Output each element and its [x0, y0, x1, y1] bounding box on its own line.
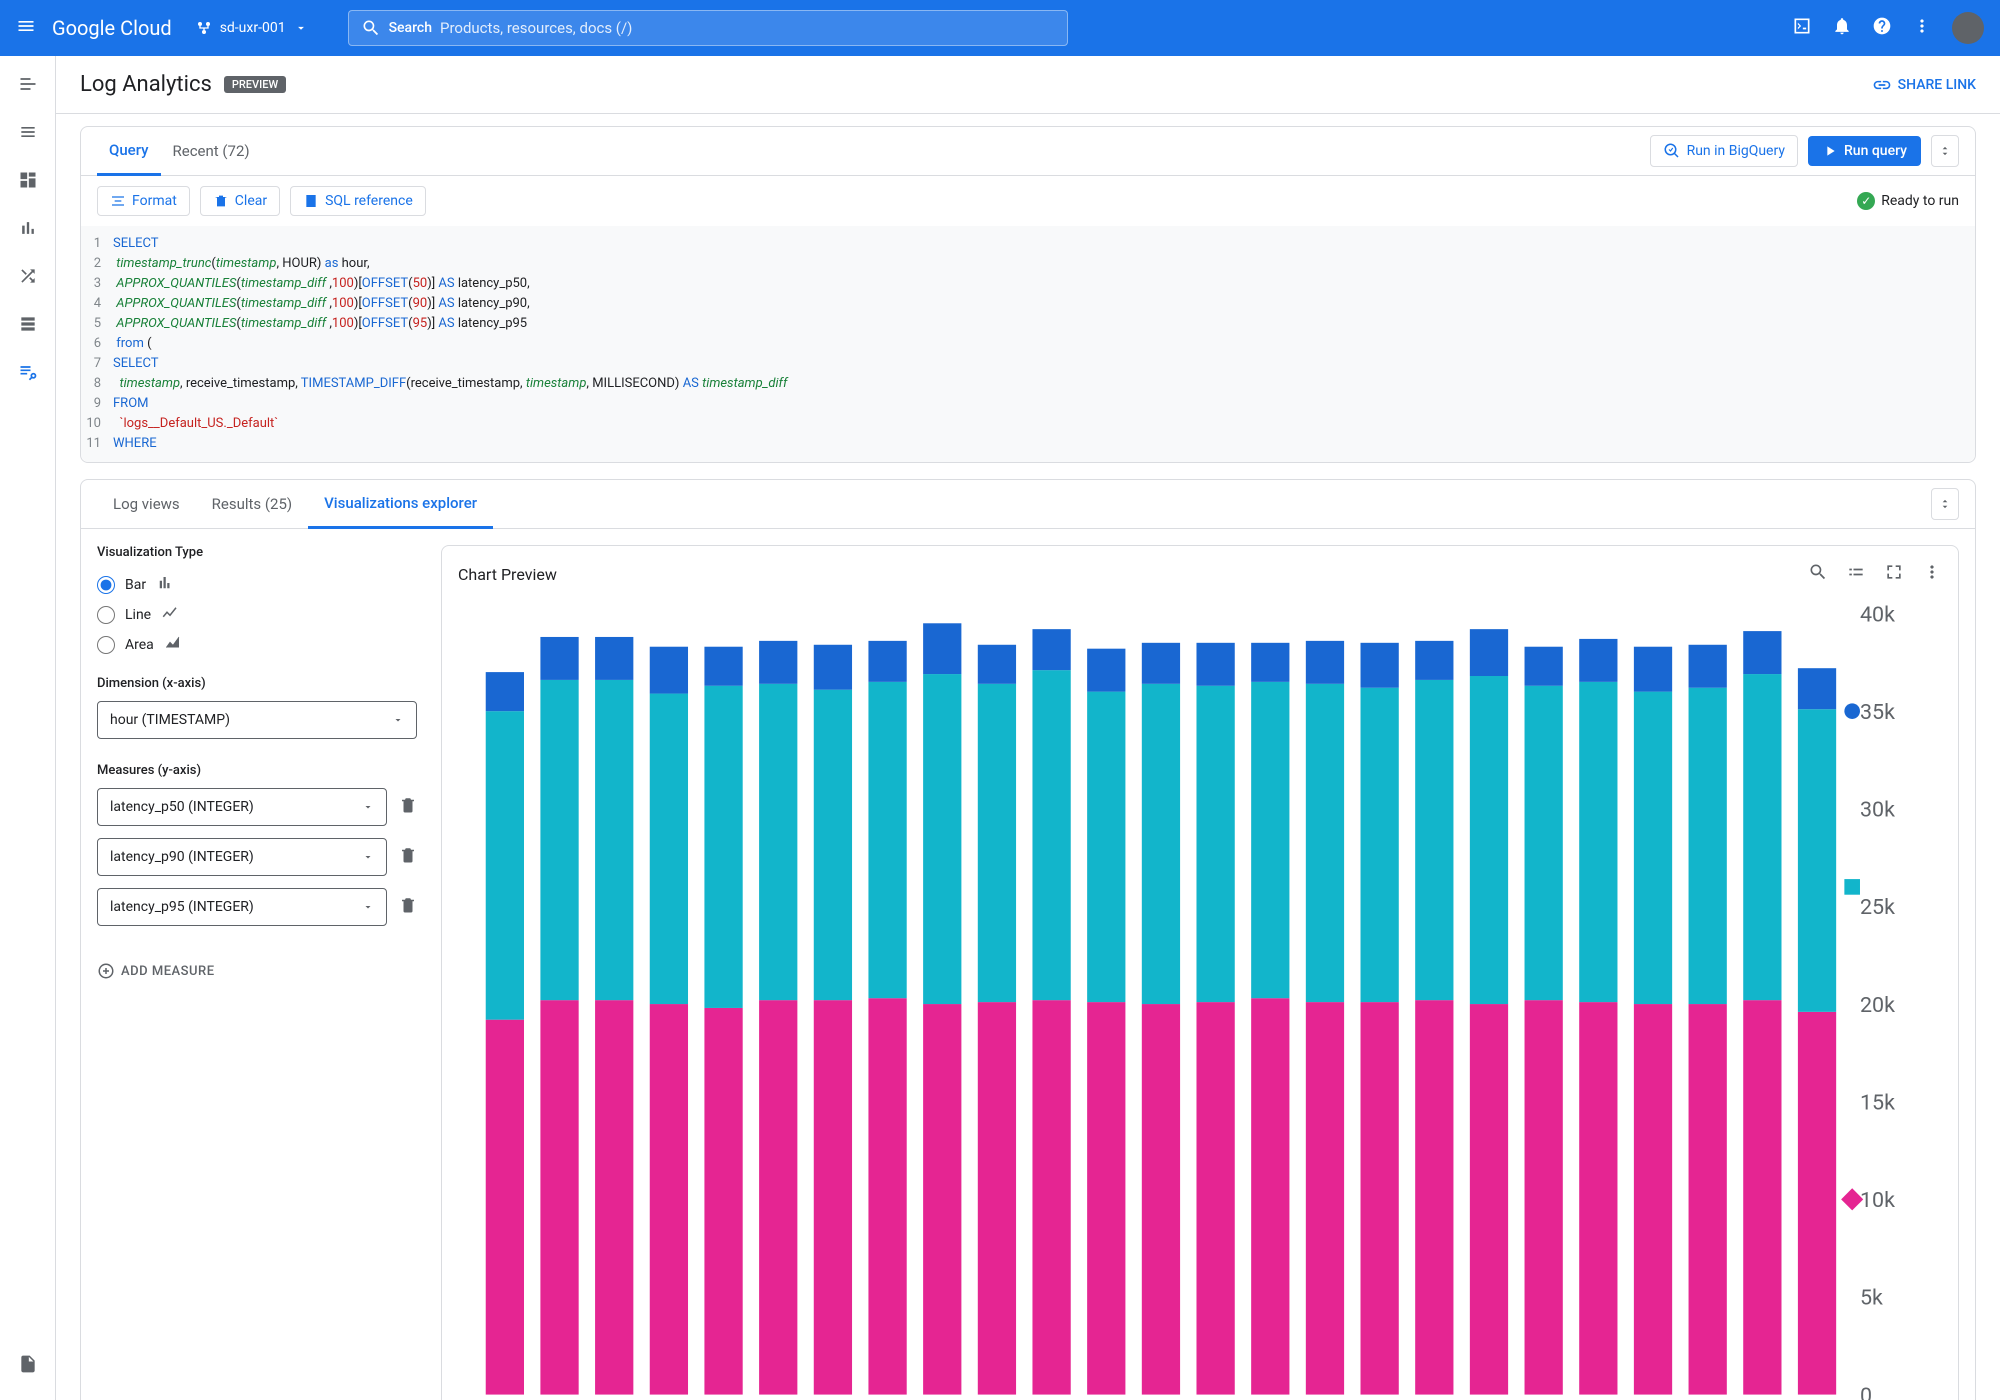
- chevron-down-icon: [392, 714, 404, 726]
- measure-select-2[interactable]: latency_p95 (INTEGER): [97, 888, 387, 926]
- svg-text:40k: 40k: [1860, 602, 1895, 627]
- editor-line[interactable]: 5 APPROX_QUANTILES(timestamp_diff ,100)[…: [81, 314, 1975, 334]
- line-chart-icon: [161, 604, 179, 626]
- play-icon: [1822, 143, 1838, 159]
- editor-line[interactable]: 6 from (: [81, 334, 1975, 354]
- chart-legend-icon[interactable]: [1846, 562, 1866, 586]
- svg-text:30k: 30k: [1860, 798, 1895, 823]
- format-icon: [110, 193, 126, 209]
- logo: Google Cloud: [52, 16, 172, 40]
- run-bigquery-button[interactable]: Run in BigQuery: [1650, 135, 1798, 167]
- trash-icon: [213, 193, 229, 209]
- editor-line[interactable]: 7SELECT: [81, 354, 1975, 374]
- svg-text:15k: 15k: [1860, 1090, 1895, 1115]
- expand-query-button[interactable]: [1931, 135, 1959, 167]
- sidebar-pin-icon[interactable]: [16, 1352, 40, 1376]
- search-icon: [361, 18, 381, 38]
- left-sidebar: [0, 56, 56, 1400]
- chart-fullscreen-icon[interactable]: [1884, 562, 1904, 586]
- svg-text:35k: 35k: [1860, 700, 1895, 725]
- dimension-label: Dimension (x-axis): [97, 676, 417, 691]
- query-panel: Query Recent (72) Run in BigQuery Run qu…: [80, 126, 1976, 463]
- page-header: Log Analytics PREVIEW SHARE LINK: [56, 56, 2000, 114]
- search-input[interactable]: [440, 19, 1055, 37]
- sidebar-router-icon[interactable]: [16, 264, 40, 288]
- avatar[interactable]: [1952, 12, 1984, 44]
- chart-canvas: 05k10k15k20k25k30k35k40kUTC-42:00 PM4:00…: [458, 594, 1942, 1400]
- menu-icon[interactable]: [16, 16, 36, 40]
- dimension-select[interactable]: hour (TIMESTAMP): [97, 701, 417, 739]
- cloud-shell-icon[interactable]: [1792, 16, 1812, 40]
- link-icon: [1872, 75, 1892, 95]
- chart-preview-panel: Chart Preview 05k10k15k20k25k30k35k40kUT…: [441, 545, 1959, 1400]
- sidebar-storage-icon[interactable]: [16, 312, 40, 336]
- search-box[interactable]: Search: [348, 10, 1068, 46]
- editor-line[interactable]: 9FROM: [81, 394, 1975, 414]
- tab-recent[interactable]: Recent (72): [161, 128, 262, 174]
- page-title: Log Analytics: [80, 72, 212, 97]
- add-circle-icon: [97, 962, 115, 980]
- editor-line[interactable]: 4 APPROX_QUANTILES(timestamp_diff ,100)[…: [81, 294, 1975, 314]
- run-query-button[interactable]: Run query: [1808, 136, 1921, 166]
- bigquery-icon: [1663, 142, 1681, 160]
- query-status: Ready to run: [1857, 192, 1959, 210]
- measures-label: Measures (y-axis): [97, 763, 417, 778]
- viz-type-bar[interactable]: Bar: [97, 570, 417, 600]
- notifications-icon[interactable]: [1832, 16, 1852, 40]
- more-icon[interactable]: [1912, 16, 1932, 40]
- delete-measure-icon[interactable]: [399, 846, 417, 868]
- viz-type-line[interactable]: Line: [97, 600, 417, 630]
- sidebar-item-1-icon[interactable]: [16, 120, 40, 144]
- tab-visualizations[interactable]: Visualizations explorer: [308, 480, 493, 529]
- sidebar-logs-icon[interactable]: [16, 72, 40, 96]
- delete-measure-icon[interactable]: [399, 896, 417, 918]
- clear-button[interactable]: Clear: [200, 186, 280, 216]
- sql-reference-button[interactable]: SQL reference: [290, 186, 426, 216]
- chevron-down-icon: [294, 21, 308, 35]
- viz-type-area[interactable]: Area: [97, 630, 417, 660]
- svg-text:10k: 10k: [1860, 1188, 1895, 1213]
- help-icon[interactable]: [1872, 16, 1892, 40]
- bar-chart-icon: [156, 574, 174, 596]
- tab-log-views[interactable]: Log views: [97, 481, 196, 527]
- svg-text:5k: 5k: [1860, 1286, 1883, 1311]
- preview-badge: PREVIEW: [224, 76, 286, 93]
- chart-zoom-icon[interactable]: [1808, 562, 1828, 586]
- chart-title: Chart Preview: [458, 565, 557, 584]
- area-chart-icon: [164, 634, 182, 656]
- sql-editor[interactable]: 1SELECT2 timestamp_trunc(timestamp, HOUR…: [81, 226, 1975, 462]
- editor-line[interactable]: 10 `logs__Default_US._Default`: [81, 414, 1975, 434]
- measure-select-0[interactable]: latency_p50 (INTEGER): [97, 788, 387, 826]
- format-button[interactable]: Format: [97, 186, 190, 216]
- editor-line[interactable]: 3 APPROX_QUANTILES(timestamp_diff ,100)[…: [81, 274, 1975, 294]
- delete-measure-icon[interactable]: [399, 796, 417, 818]
- chart-more-icon[interactable]: [1922, 562, 1942, 586]
- project-selector[interactable]: sd-uxr-001: [196, 20, 308, 36]
- expand-results-button[interactable]: [1931, 488, 1959, 520]
- svg-text:20k: 20k: [1860, 993, 1895, 1018]
- doc-icon: [303, 193, 319, 209]
- top-header: Google Cloud sd-uxr-001 Search: [0, 0, 2000, 56]
- share-link-button[interactable]: SHARE LINK: [1872, 75, 1976, 95]
- measure-select-1[interactable]: latency_p90 (INTEGER): [97, 838, 387, 876]
- add-measure-button[interactable]: ADD MEASURE: [97, 954, 417, 988]
- editor-line[interactable]: 8 timestamp, receive_timestamp, TIMESTAM…: [81, 374, 1975, 394]
- results-panel: Log views Results (25) Visualizations ex…: [80, 479, 1976, 1400]
- viz-controls: Visualization Type Bar Line: [97, 545, 417, 1400]
- project-name: sd-uxr-001: [220, 20, 286, 36]
- editor-line[interactable]: 2 timestamp_trunc(timestamp, HOUR) as ho…: [81, 254, 1975, 274]
- check-circle-icon: [1857, 192, 1875, 210]
- tab-results[interactable]: Results (25): [196, 481, 308, 527]
- svg-text:25k: 25k: [1860, 895, 1895, 920]
- svg-text:0: 0: [1860, 1383, 1872, 1400]
- sidebar-metrics-icon[interactable]: [16, 216, 40, 240]
- tab-query[interactable]: Query: [97, 127, 161, 176]
- editor-line[interactable]: 1SELECT: [81, 234, 1975, 254]
- editor-line[interactable]: 11WHERE: [81, 434, 1975, 454]
- sidebar-dashboard-icon[interactable]: [16, 168, 40, 192]
- sidebar-analytics-icon[interactable]: [16, 360, 40, 384]
- viz-type-label: Visualization Type: [97, 545, 417, 560]
- search-label: Search: [389, 20, 432, 36]
